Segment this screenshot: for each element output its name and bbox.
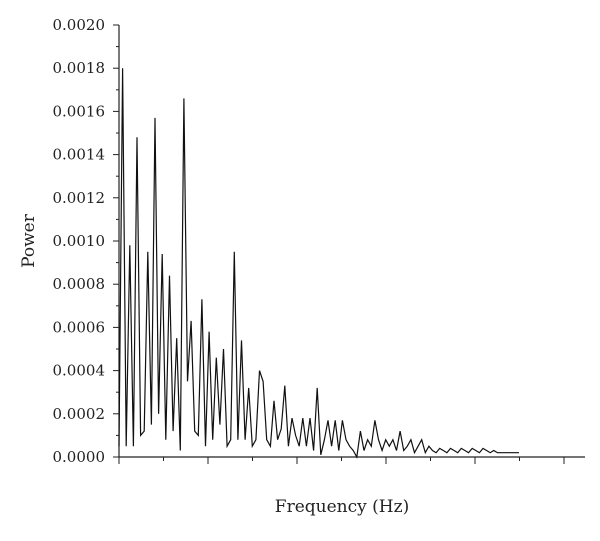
x-axis-label: Frequency (Hz) (275, 497, 409, 517)
x-axis (118, 456, 585, 464)
y-tick-label: 0.0000 (53, 448, 106, 466)
y-tick-label: 0.0010 (53, 232, 106, 250)
y-tick-label: 0.0006 (53, 318, 106, 336)
y-tick-label: 0.0008 (53, 275, 106, 293)
y-axis-label: Power (19, 213, 39, 268)
y-tick-label: 0.0014 (53, 146, 106, 164)
y-tick-label: 0.0004 (53, 362, 106, 380)
y-tick-label: 0.0012 (53, 189, 106, 207)
y-tick-label: 0.0016 (53, 102, 106, 120)
series-group (118, 68, 519, 459)
power-series-line (118, 68, 519, 459)
y-tick-label: 0.0002 (53, 405, 106, 423)
y-axis: 0.0000 0.0002 0.0004 0.0006 0.0008 0.0010 0.00… (53, 16, 120, 466)
y-tick-label: 0.0018 (53, 59, 106, 77)
y-tick-label: 0.0020 (53, 16, 106, 34)
